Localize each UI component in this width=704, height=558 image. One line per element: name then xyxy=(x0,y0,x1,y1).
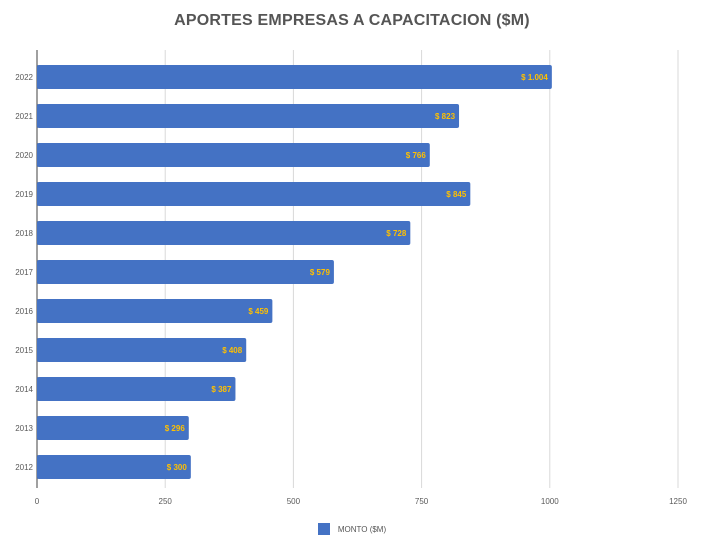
x-tick-label: 1000 xyxy=(541,497,559,506)
data-label: $ 300 xyxy=(167,463,188,472)
x-tick-label: 1250 xyxy=(669,497,687,506)
legend-swatch xyxy=(317,523,330,535)
chart-title: APORTES EMPRESAS A CAPACITACION ($M) xyxy=(174,12,530,29)
y-tick-label: 2013 xyxy=(15,424,33,433)
y-tick-label: 2015 xyxy=(15,346,33,355)
x-tick-label: 250 xyxy=(159,497,173,506)
bar xyxy=(37,260,334,284)
bar xyxy=(37,104,460,128)
y-tick-label: 2012 xyxy=(15,463,33,472)
y-tick-label: 2018 xyxy=(15,229,33,238)
data-label: $ 766 xyxy=(406,151,427,160)
bar xyxy=(37,299,273,323)
data-label: $ 728 xyxy=(386,229,407,238)
legend: MONTO ($M) xyxy=(0,523,704,535)
y-tick-label: 2014 xyxy=(15,385,33,394)
y-tick-label: 2019 xyxy=(15,190,33,199)
data-label: $ 823 xyxy=(435,112,456,121)
bar xyxy=(37,338,247,362)
data-label: $ 296 xyxy=(165,424,186,433)
data-label: $ 579 xyxy=(310,268,331,277)
y-tick-label: 2017 xyxy=(15,268,33,277)
data-label: $ 387 xyxy=(211,385,232,394)
data-label: $ 845 xyxy=(446,190,467,199)
bar xyxy=(37,221,411,245)
bar xyxy=(37,182,471,206)
y-tick-label: 2020 xyxy=(15,151,33,160)
bar xyxy=(37,377,236,401)
data-label: $ 459 xyxy=(248,307,269,316)
y-tick-label: 2016 xyxy=(15,307,33,316)
x-tick-label: 0 xyxy=(35,497,40,506)
x-tick-label: 750 xyxy=(415,497,429,506)
data-label: $ 408 xyxy=(222,346,243,355)
x-tick-label: 500 xyxy=(287,497,301,506)
y-tick-label: 2021 xyxy=(15,112,33,121)
bar xyxy=(37,416,189,440)
y-tick-label: 2022 xyxy=(15,73,33,82)
bar xyxy=(37,455,191,479)
bar xyxy=(37,65,552,89)
bar xyxy=(37,143,430,167)
data-label: $ 1.004 xyxy=(521,73,548,82)
legend-label: MONTO ($M) xyxy=(337,524,387,534)
